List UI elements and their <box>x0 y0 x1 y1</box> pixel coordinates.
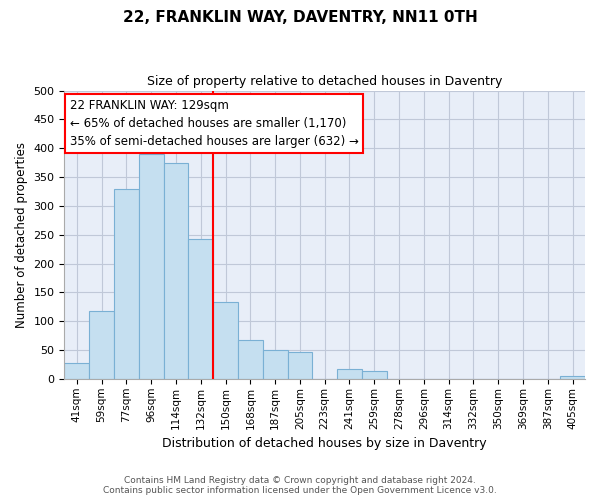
Bar <box>238 340 263 379</box>
Bar <box>263 350 287 379</box>
Bar <box>362 372 386 379</box>
Bar <box>188 239 213 379</box>
Text: 22 FRANKLIN WAY: 129sqm
← 65% of detached houses are smaller (1,170)
35% of semi: 22 FRANKLIN WAY: 129sqm ← 65% of detache… <box>70 99 358 148</box>
Bar <box>114 188 139 379</box>
Bar <box>287 352 313 379</box>
X-axis label: Distribution of detached houses by size in Daventry: Distribution of detached houses by size … <box>163 437 487 450</box>
Bar <box>89 311 114 379</box>
Text: Contains HM Land Registry data © Crown copyright and database right 2024.
Contai: Contains HM Land Registry data © Crown c… <box>103 476 497 495</box>
Bar <box>560 376 585 379</box>
Bar <box>213 302 238 379</box>
Y-axis label: Number of detached properties: Number of detached properties <box>15 142 28 328</box>
Bar <box>64 364 89 379</box>
Text: 22, FRANKLIN WAY, DAVENTRY, NN11 0TH: 22, FRANKLIN WAY, DAVENTRY, NN11 0TH <box>122 10 478 25</box>
Bar <box>139 154 164 379</box>
Title: Size of property relative to detached houses in Daventry: Size of property relative to detached ho… <box>147 75 502 88</box>
Bar <box>164 162 188 379</box>
Bar <box>337 368 362 379</box>
